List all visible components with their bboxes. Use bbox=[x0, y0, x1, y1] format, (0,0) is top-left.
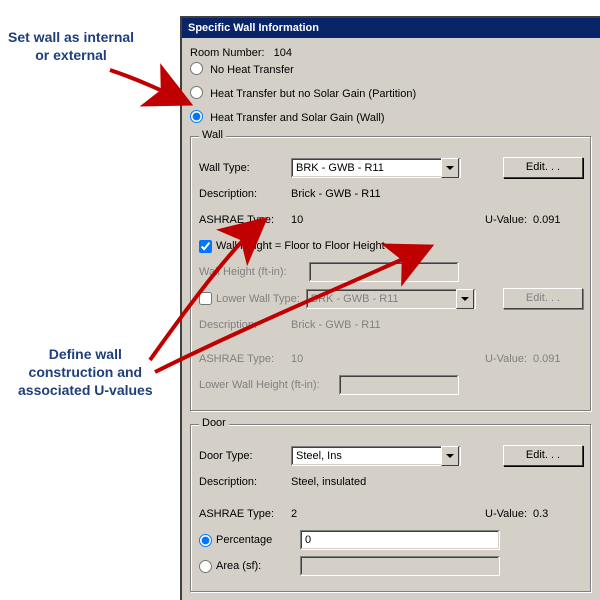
wall-type-dropdown-button[interactable] bbox=[441, 158, 459, 178]
wall-type-label: Wall Type: bbox=[199, 162, 291, 174]
door-type-dropdown[interactable]: Steel, Ins bbox=[291, 446, 461, 466]
dialog-titlebar: Specific Wall Information bbox=[182, 18, 600, 38]
dialog-specific-wall-info: Specific Wall Information Room Number: 1… bbox=[180, 16, 600, 600]
chevron-down-icon bbox=[446, 166, 454, 170]
lower-uvalue-label: U-Value: bbox=[485, 353, 527, 365]
group-door-legend: Door bbox=[199, 417, 229, 429]
door-desc-value: Steel, insulated bbox=[291, 476, 366, 488]
group-wall-legend: Wall bbox=[199, 129, 226, 141]
wall-uvalue-label: U-Value: bbox=[485, 214, 527, 226]
checkbox-wall-height-eq-label: Wall Height = Floor to Floor Height bbox=[216, 240, 385, 252]
wall-type-dropdown[interactable]: BRK - GWB - R11 bbox=[291, 158, 461, 178]
lower-wall-type-value: BRK - GWB - R11 bbox=[307, 293, 456, 305]
group-door: Door Door Type: Steel, Ins Edit. . . Des… bbox=[190, 424, 592, 593]
lower-wall-height-label: Lower Wall Height (ft-in): bbox=[199, 379, 339, 391]
lower-uvalue-value: 0.091 bbox=[533, 353, 583, 365]
wall-desc-label: Description: bbox=[199, 188, 291, 200]
door-type-label: Door Type: bbox=[199, 450, 291, 462]
door-ashrae-label: ASHRAE Type: bbox=[199, 508, 291, 520]
wall-height-label: Wall Height (ft-in): bbox=[199, 266, 309, 278]
door-edit-button[interactable]: Edit. . . bbox=[503, 445, 583, 466]
lower-wall-type-label: Lower Wall Type: bbox=[216, 293, 300, 305]
door-percentage-input[interactable]: 0 bbox=[300, 530, 500, 550]
radio-door-percentage-label: Percentage bbox=[216, 534, 294, 546]
wall-ashrae-label: ASHRAE Type: bbox=[199, 214, 291, 226]
wall-ashrae-value: 10 bbox=[291, 214, 303, 226]
room-number-value: 104 bbox=[274, 47, 292, 59]
annotation-top: Set wall as internal or external bbox=[8, 28, 134, 64]
lower-ashrae-label: ASHRAE Type: bbox=[199, 353, 291, 365]
door-uvalue-value: 0.3 bbox=[533, 508, 583, 520]
dialog-client-area: Room Number: 104 No Heat Transfer Heat T… bbox=[182, 38, 600, 600]
door-desc-label: Description: bbox=[199, 476, 291, 488]
checkbox-lower-wall[interactable] bbox=[199, 292, 212, 305]
radio-partition-label: Heat Transfer but no Solar Gain (Partiti… bbox=[210, 88, 416, 100]
radio-door-area-label: Area (sf): bbox=[216, 560, 294, 572]
radio-partition[interactable] bbox=[190, 86, 203, 99]
chevron-down-icon bbox=[461, 297, 469, 301]
door-type-dropdown-button[interactable] bbox=[441, 446, 459, 466]
lower-wall-desc-label: Description: bbox=[199, 319, 291, 331]
chevron-down-icon bbox=[446, 454, 454, 458]
radio-wall-label: Heat Transfer and Solar Gain (Wall) bbox=[210, 112, 384, 124]
lower-wall-type-dropdown: BRK - GWB - R11 bbox=[306, 289, 476, 309]
room-number-label: Room Number: bbox=[190, 47, 265, 59]
lower-wall-height-input bbox=[339, 375, 459, 395]
radio-door-percentage[interactable] bbox=[199, 534, 212, 547]
radio-no-heat-transfer-label: No Heat Transfer bbox=[210, 64, 294, 76]
wall-uvalue-value: 0.091 bbox=[533, 214, 583, 226]
wall-desc-value: Brick - GWB - R11 bbox=[291, 188, 381, 200]
checkbox-wall-height-eq[interactable] bbox=[199, 240, 212, 253]
radio-no-heat-transfer[interactable] bbox=[190, 62, 203, 75]
lower-ashrae-value: 10 bbox=[291, 353, 303, 365]
door-uvalue-label: U-Value: bbox=[485, 508, 527, 520]
door-ashrae-value: 2 bbox=[291, 508, 297, 520]
door-type-value: Steel, Ins bbox=[292, 450, 441, 462]
wall-height-input bbox=[309, 262, 459, 282]
lower-wall-edit-button: Edit. . . bbox=[503, 288, 583, 309]
annotation-bottom: Define wall construction and associated … bbox=[18, 345, 153, 399]
radio-door-area[interactable] bbox=[199, 560, 212, 573]
door-area-input bbox=[300, 556, 500, 576]
lower-wall-type-dropdown-button bbox=[456, 289, 474, 309]
group-wall: Wall Wall Type: BRK - GWB - R11 Edit. . … bbox=[190, 136, 592, 412]
wall-edit-button[interactable]: Edit. . . bbox=[503, 157, 583, 178]
wall-type-value: BRK - GWB - R11 bbox=[292, 162, 441, 174]
lower-wall-desc-value: Brick - GWB - R11 bbox=[291, 319, 381, 331]
dialog-title: Specific Wall Information bbox=[188, 22, 319, 34]
radio-wall[interactable] bbox=[190, 110, 203, 123]
